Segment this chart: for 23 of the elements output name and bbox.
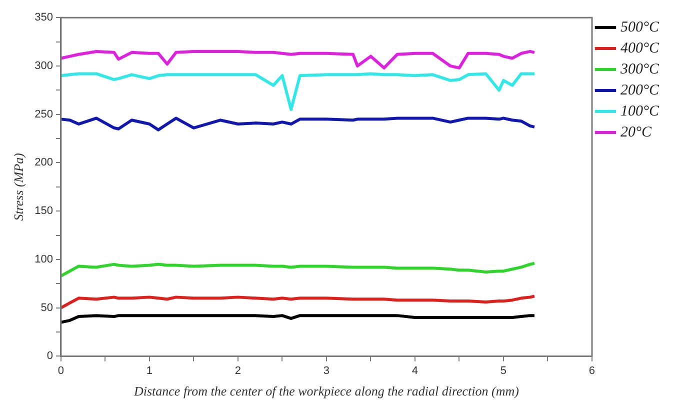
legend-label: 100°C — [620, 103, 660, 120]
x-axis-title: Distance from the center of the workpiece along the radial direction (mm) — [132, 384, 519, 399]
y-tick-label: 250 — [34, 108, 53, 120]
legend-label: 300°C — [619, 61, 660, 78]
y-tick-label: 100 — [34, 253, 53, 266]
x-tick-label: 4 — [412, 364, 418, 377]
x-tick-label: 2 — [234, 364, 242, 377]
x-tick-label: 0 — [58, 364, 64, 377]
y-tick-label: 150 — [34, 205, 53, 218]
legend-label: 400°C — [620, 40, 660, 56]
x-tick-label: 3 — [323, 364, 330, 377]
x-tick-label: 1 — [146, 364, 153, 377]
y-tick-label: 50 — [40, 302, 53, 314]
x-tick-label: 6 — [588, 364, 596, 377]
legend-label: 200°C — [620, 82, 660, 98]
x-tick-label: 5 — [500, 364, 507, 377]
y-tick-label: 0 — [46, 350, 53, 362]
legend-label: 20°C — [620, 124, 652, 140]
y-tick-label: 350 — [34, 12, 53, 24]
y-tick-label: 300 — [34, 60, 53, 72]
y-tick-label: 200 — [34, 156, 53, 169]
y-axis-title: Stress (MPa) — [11, 153, 26, 221]
legend-label: 500°C — [620, 19, 660, 36]
